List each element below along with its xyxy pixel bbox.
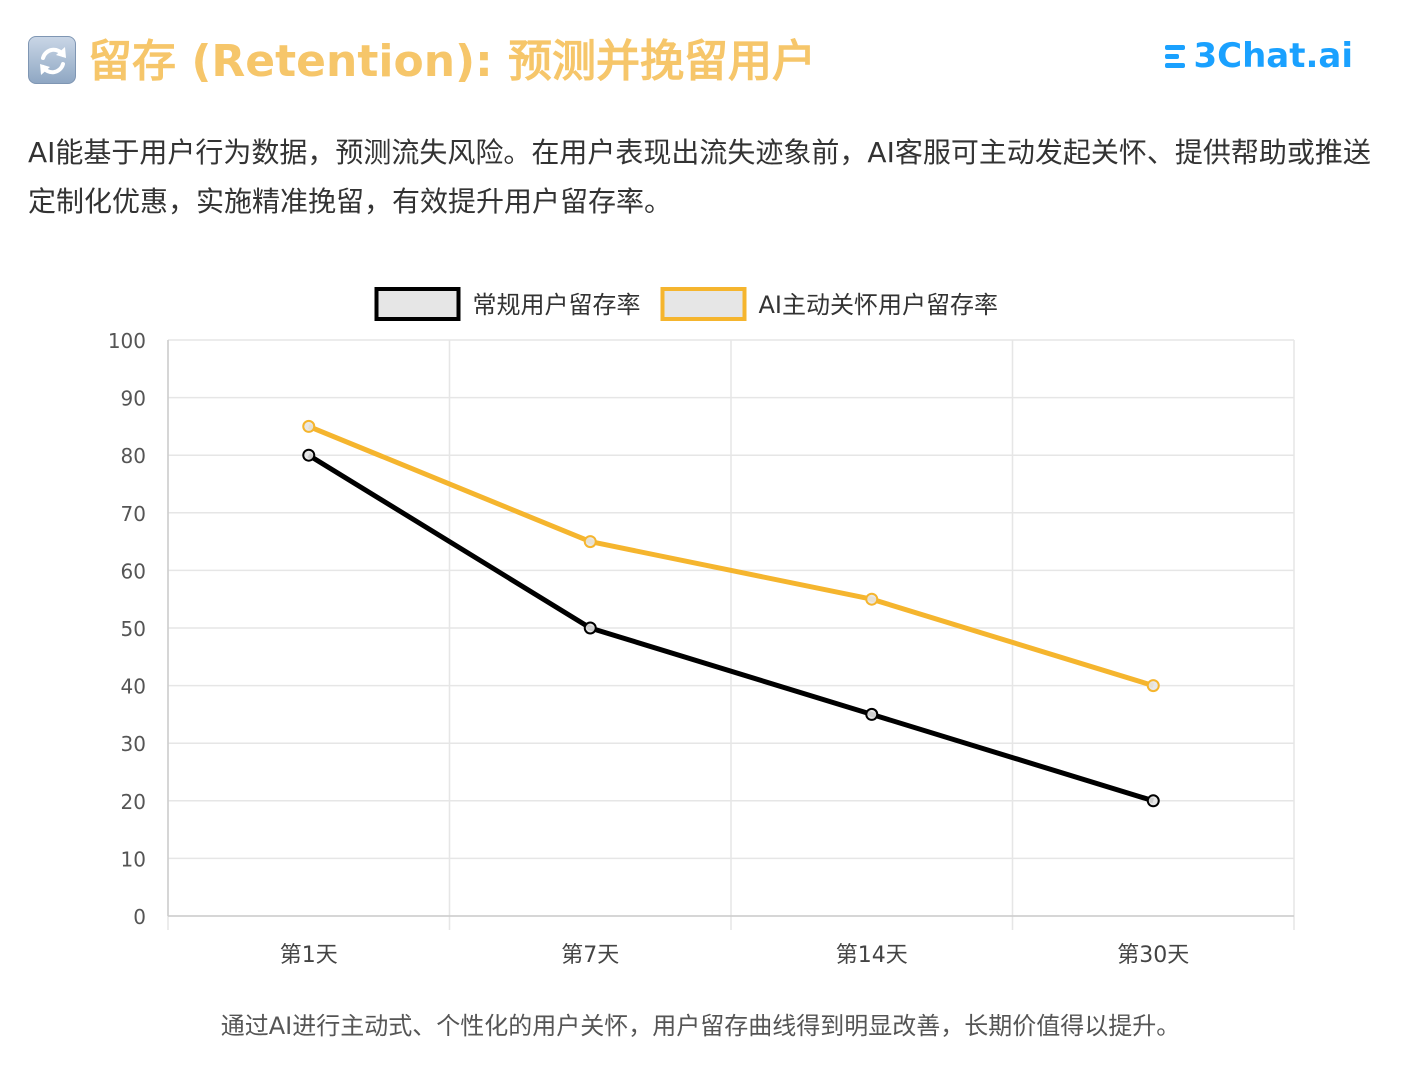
y-tick-label: 30 xyxy=(121,732,146,756)
retention-chart: 0 10 20 30 40 50 60 70 80 90 100 第1天 第7天 第14天 第30天 常规用户… xyxy=(0,270,1401,990)
header: 留存 (Retention): 预测并挽留用户 3Chat.ai xyxy=(28,30,1361,94)
y-tick-label: 100 xyxy=(108,329,146,353)
chart-caption: 通过AI进行主动式、个性化的用户关怀，用户留存曲线得到明显改善，长期价值得以提升… xyxy=(220,1012,1181,1040)
legend-swatch xyxy=(374,287,461,321)
y-tick-label: 0 xyxy=(133,905,146,929)
intro-paragraph: AI能基于用户行为数据，预测流失风险。在用户表现出流失迹象前，AI客服可主动发起… xyxy=(28,136,1371,218)
x-tick-label: 第1天 xyxy=(280,943,338,968)
chart-svg: 0 10 20 30 40 50 60 70 80 90 100 第1天 第7天 第14天 第30天 常规用户… xyxy=(108,287,1295,968)
data-point xyxy=(302,419,316,433)
y-tick-label: 10 xyxy=(121,847,146,871)
y-tick-label: 70 xyxy=(121,502,146,526)
legend-label: AI主动关怀用户留存率 xyxy=(759,291,999,319)
data-point xyxy=(302,448,316,462)
y-tick-label: 50 xyxy=(121,617,146,641)
x-tick-label: 第30天 xyxy=(1117,943,1189,968)
data-point xyxy=(865,592,879,606)
x-tick-label: 第7天 xyxy=(561,943,619,968)
data-point xyxy=(583,621,597,635)
series-line-1 xyxy=(307,424,1154,688)
brand-mark-icon xyxy=(1165,43,1187,69)
x-tick-label: 第14天 xyxy=(836,943,908,968)
legend-label: 常规用户留存率 xyxy=(473,291,641,319)
brand-name: 3Chat.ai xyxy=(1193,36,1353,76)
data-point xyxy=(865,707,879,721)
data-point xyxy=(1146,794,1160,808)
y-tick-label: 90 xyxy=(121,387,146,411)
y-tick-label: 20 xyxy=(121,790,146,814)
data-point xyxy=(583,535,597,549)
y-tick-label: 60 xyxy=(121,559,146,583)
refresh-arrows-icon xyxy=(28,36,76,84)
legend-swatch xyxy=(660,287,747,321)
y-tick-label: 80 xyxy=(121,444,146,468)
series-line-0 xyxy=(307,453,1154,804)
page-title: 留存 (Retention): 预测并挽留用户 xyxy=(88,36,817,87)
y-tick-label: 40 xyxy=(121,675,146,699)
data-point xyxy=(1146,679,1160,693)
brand-logo: 3Chat.ai xyxy=(1165,34,1353,78)
